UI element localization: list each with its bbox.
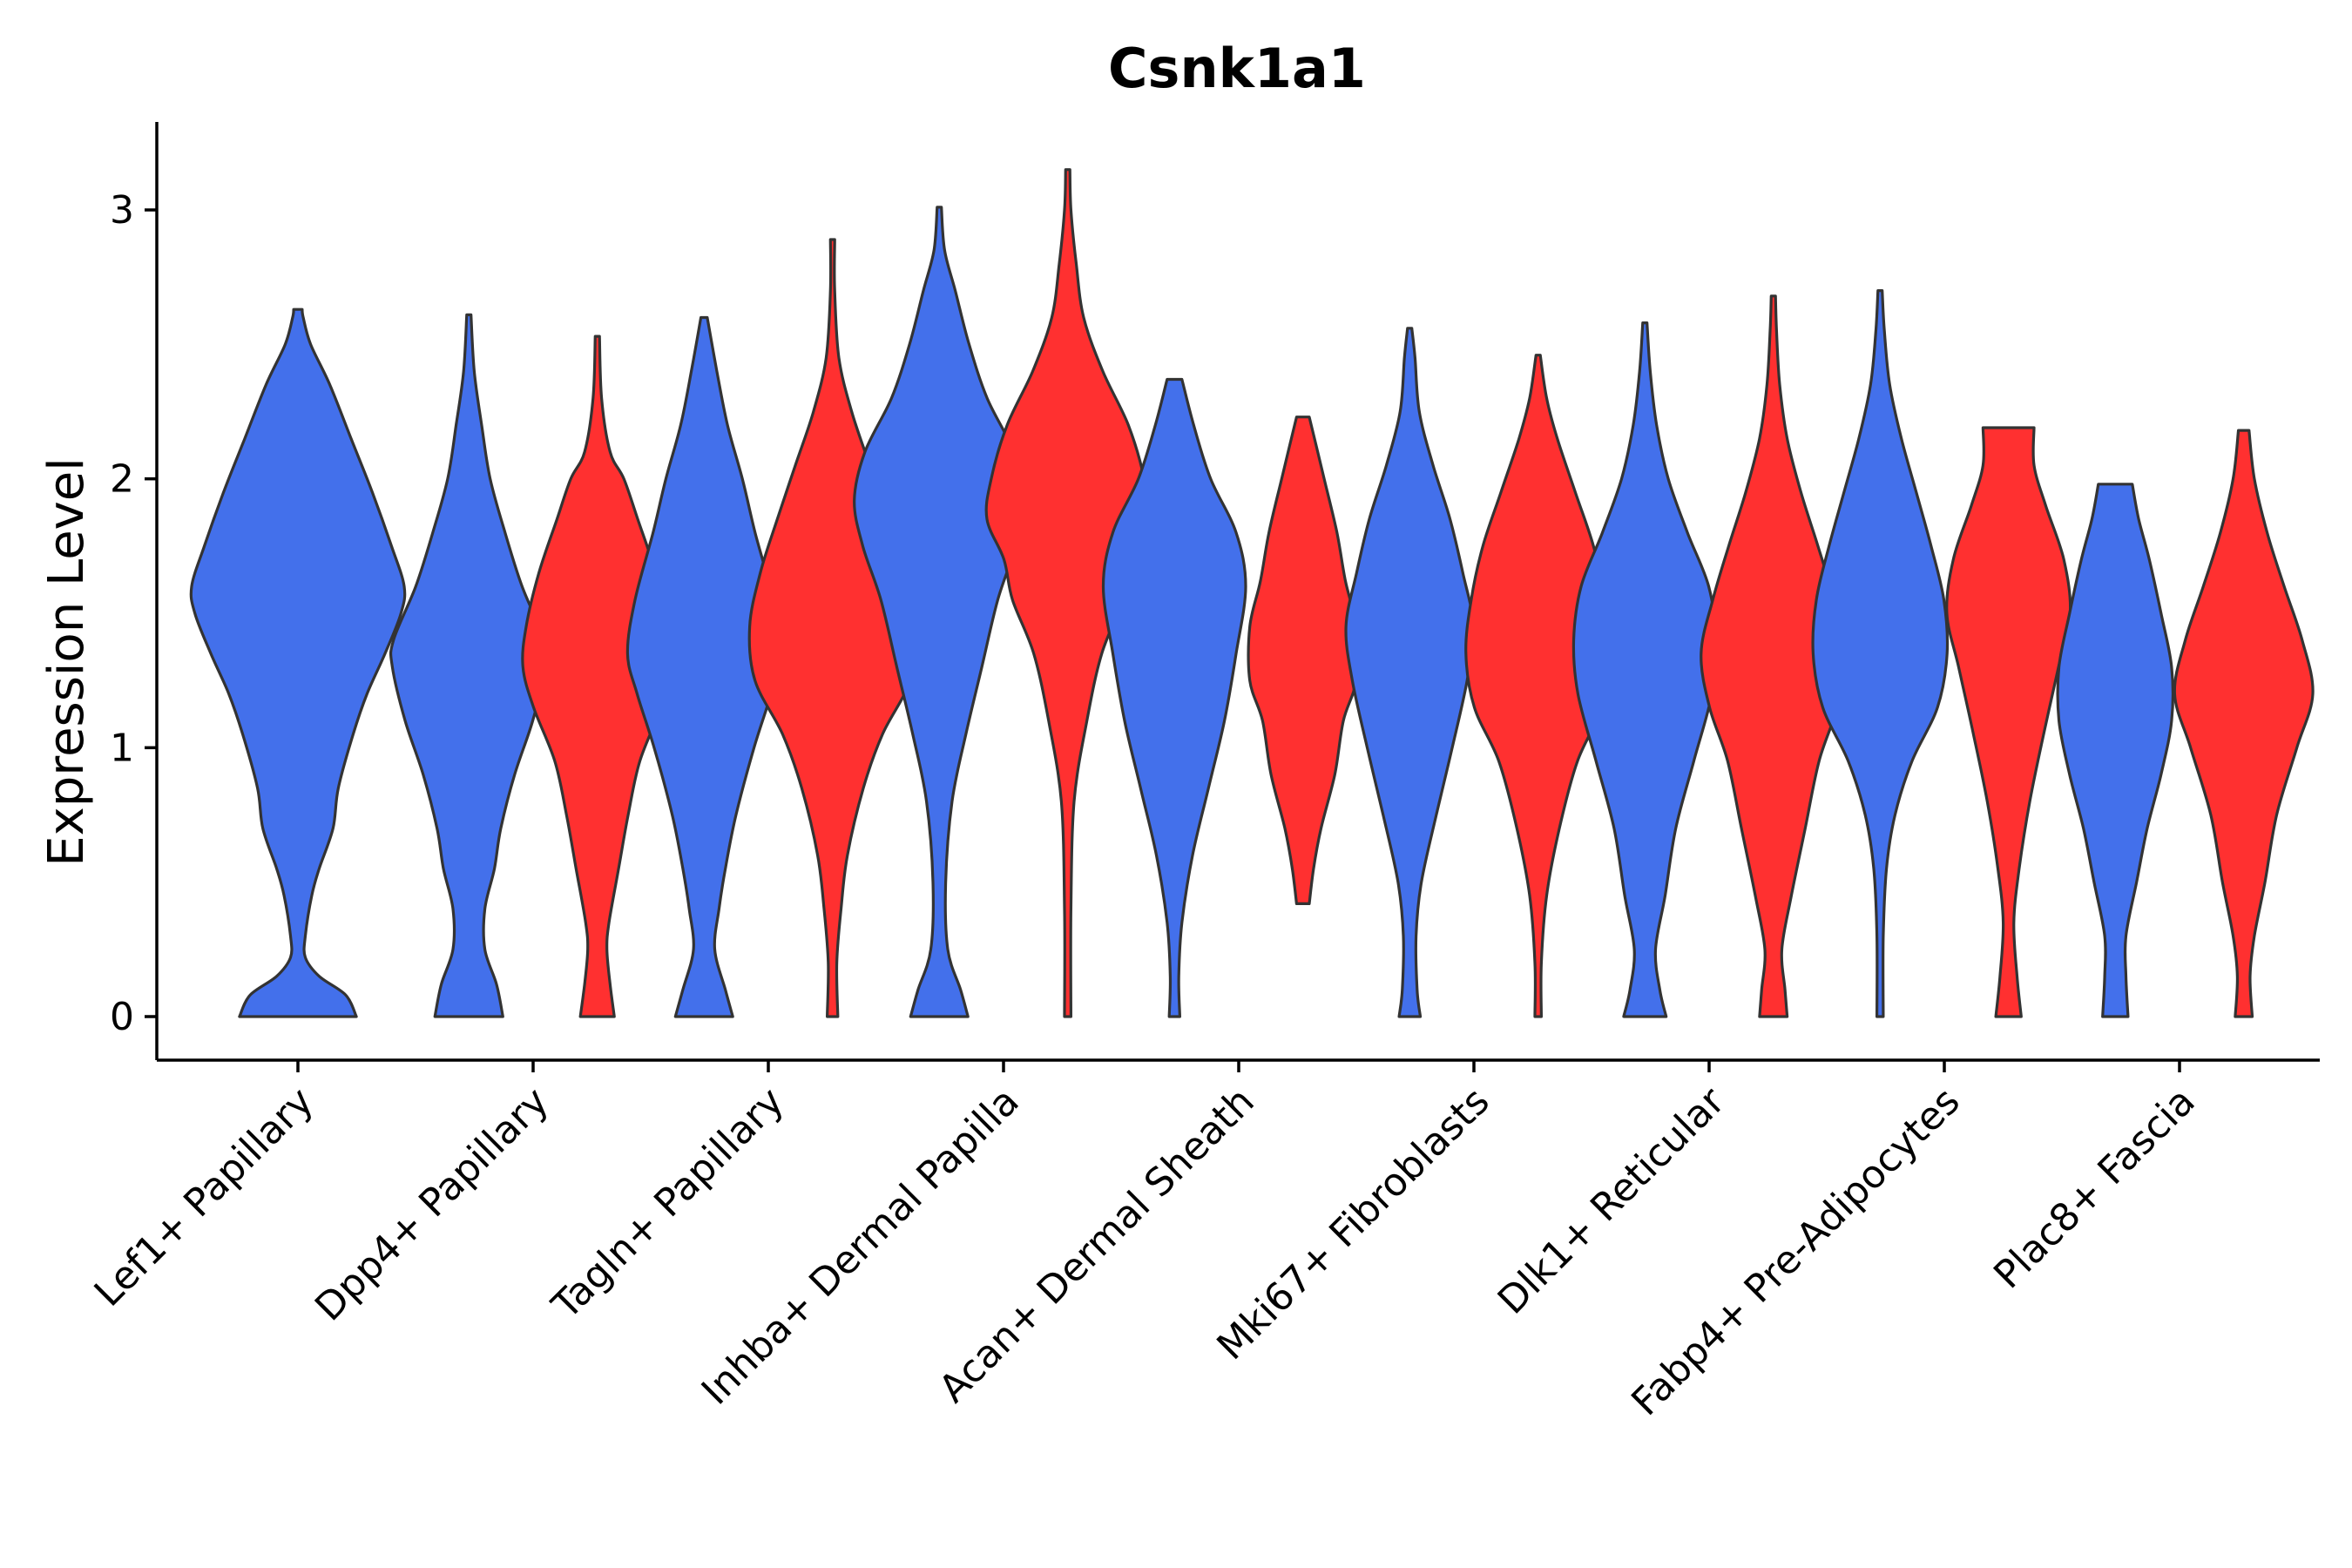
violin-tagln-papillary-group2 (747, 238, 917, 1018)
violin-mki67-fibroblasts-group2 (1464, 354, 1612, 1018)
violin-dlk1-reticular-group1 (1571, 321, 1718, 1018)
chart-title: Csnk1a1 (1108, 37, 1366, 100)
violin-dpp4-papillary-group2 (521, 335, 674, 1018)
x-tick-label-mki67-fibroblasts: Mki67+ Fibroblasts (1208, 1079, 1497, 1369)
y-tick-label-2: 2 (110, 457, 134, 502)
violin-lef1-papillary-group1 (189, 308, 407, 1018)
violin-mki67-fibroblasts-group1 (1344, 327, 1476, 1018)
y-tick-label-3: 3 (110, 188, 134, 233)
y-tick-label-1: 1 (110, 726, 134, 770)
violin-tagln-papillary-group1 (625, 315, 782, 1018)
violin-fabp4-pre-adipocytes-group2 (1945, 426, 2072, 1018)
x-tick-label-tagln-papillary: Tagln+ Papillary (544, 1079, 793, 1328)
y-axis-label: Expression Level (38, 457, 95, 867)
violin-inhba-dermal-papilla-group1 (853, 206, 1026, 1018)
violin-acan-dermal-sheath-group1 (1101, 377, 1247, 1018)
y-axis-ticks: 0 1 2 3 (110, 188, 157, 1039)
y-tick-label-0: 0 (110, 995, 134, 1039)
violin-plac8-fascia-group1 (2056, 483, 2175, 1018)
x-tick-label-lef1-papillary: Lef1+ Papillary (86, 1079, 322, 1315)
violin-dpp4-papillary-group1 (389, 313, 549, 1018)
x-tick-label-dlk1-reticular: Dlk1+ Reticular (1490, 1078, 1734, 1323)
x-tick-label-dpp4-papillary: Dpp4+ Papillary (307, 1079, 558, 1330)
violin-acan-dermal-sheath-group2 (1247, 416, 1359, 905)
violin-dlk1-reticular-group2 (1700, 294, 1848, 1018)
violin-inhba-dermal-papilla-group2 (984, 168, 1151, 1018)
violin-plac8-fascia-group2 (2173, 429, 2315, 1018)
violin-group (189, 168, 2315, 1018)
violin-fabp4-pre-adipocytes-group1 (1811, 289, 1950, 1018)
x-tick-label-plac8-fascia: Plac8+ Fascia (1985, 1079, 2204, 1298)
